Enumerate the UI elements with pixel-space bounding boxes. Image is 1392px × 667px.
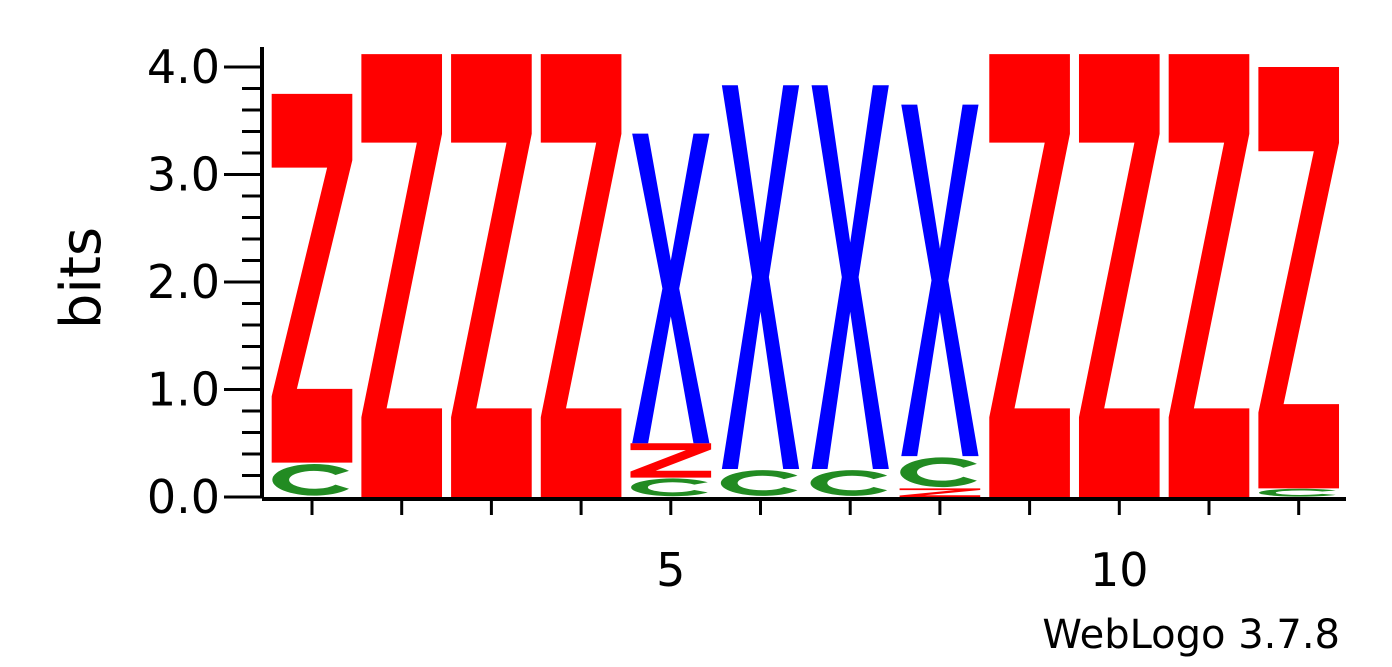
letter-z-pos-4 [540,54,622,497]
letter-z-pos-1 [271,93,353,463]
y-tick-label: 3.0 [147,148,220,202]
x-tick-label: 5 [656,543,685,597]
letter-c-pos-6 [720,470,798,496]
letter-x-pos-7 [811,85,889,470]
y-tick-label: 4.0 [147,40,220,94]
x-tick-label: 10 [1090,543,1149,597]
letter-c-pos-5 [631,478,708,497]
letter-z-pos-3 [451,54,532,497]
letter-c-pos-1 [272,464,349,496]
y-tick-label: 1.0 [147,363,220,417]
y-tick-label: 0.0 [147,470,220,524]
letter-z-pos-5 [630,443,712,478]
letter-c-pos-12 [1259,488,1336,497]
letter-x-pos-8 [901,104,979,457]
letter-stacks [271,54,1340,497]
letter-z-pos-12 [1258,67,1340,489]
letter-x-pos-5 [632,133,710,444]
letter-x-pos-6 [721,85,800,470]
letter-c-pos-8 [900,457,977,488]
letter-z-pos-10 [1078,54,1160,497]
letter-z-pos-2 [361,54,443,497]
weblogo-credit: WebLogo 3.7.8 [1042,612,1340,658]
letter-z-pos-9 [989,54,1070,497]
axes: 0.0 1.0 2.0 3.0 4.0 5 10 [147,40,1346,597]
letter-z-pos-8 [899,488,981,497]
letter-c-pos-7 [810,470,888,496]
y-tick-label: 2.0 [147,255,220,309]
y-axis-label: bits [49,227,114,329]
letter-z-pos-11 [1168,54,1250,497]
